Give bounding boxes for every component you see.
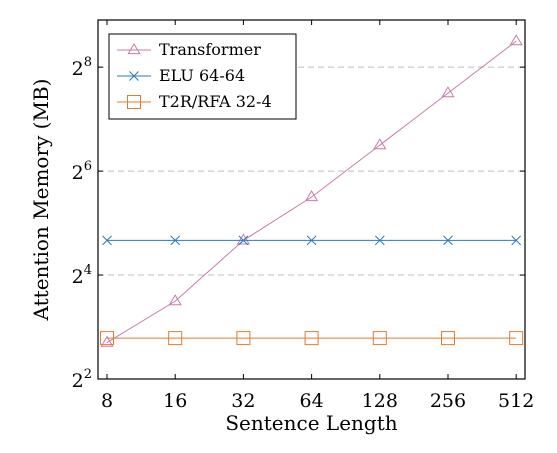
data-point [440,331,455,346]
y-axis-label: Attention Memory (MB) [29,79,53,322]
x-tick-label: 16 [163,390,187,412]
series-elu-64-64 [102,235,522,246]
data-point [100,331,115,346]
legend-item: Transformer [117,40,261,59]
y-tick-exponent: 6 [84,159,92,174]
data-point [168,331,183,346]
x-tick-label: 128 [362,390,398,412]
x-tick-label: 8 [101,390,113,412]
y-tick-label: 22 [72,367,92,392]
y-tick-label: 24 [72,263,92,288]
series-layer [100,34,524,347]
legend-item: T2R/RFA 32-4 [117,92,272,111]
y-tick-label: 28 [72,55,92,80]
x-tick-label: 32 [231,390,255,412]
legend-item: ELU 64-64 [117,66,245,85]
data-point [238,235,249,246]
series-transformer [100,34,523,347]
y-tick-base: 2 [72,370,84,392]
data-point [168,294,182,306]
y-tick-base: 2 [72,266,84,288]
series-t2r-rfa-32-4 [100,331,524,346]
y-tick-base: 2 [72,58,84,80]
y-tick-base: 2 [72,162,84,184]
data-point [127,95,141,109]
data-point [129,71,139,81]
data-point [441,86,455,98]
data-point [304,331,319,346]
data-point [443,235,453,246]
legend-label: Transformer [159,40,261,59]
y-tick-exponent: 2 [84,367,92,382]
data-point [102,235,112,246]
data-point [509,34,523,46]
data-point [236,233,250,245]
x-tick-label: 512 [498,390,534,412]
data-point [306,235,317,246]
x-tick-label: 64 [300,390,324,412]
data-point [100,335,114,347]
y-tick-exponent: 4 [84,263,92,278]
data-point [373,138,387,150]
data-point [511,235,522,246]
legend: Transformer ELU 64-64 T2R/RFA 32-4 [108,33,297,120]
legend-label: T2R/RFA 32-4 [159,92,272,111]
data-point [170,235,181,246]
data-point [372,331,387,346]
data-point [236,331,251,346]
x-axis: 8 16 32 64 128 256 512 [101,20,534,412]
y-tick-label: 26 [72,159,92,184]
legend-label: ELU 64-64 [159,66,245,85]
data-point [509,331,524,346]
data-point [374,235,385,246]
data-point [127,43,141,55]
x-axis-label: Sentence Length [225,411,397,435]
y-tick-exponent: 8 [84,55,92,70]
data-point [305,190,319,202]
series-line [106,40,517,344]
x-tick-label: 256 [430,390,466,412]
